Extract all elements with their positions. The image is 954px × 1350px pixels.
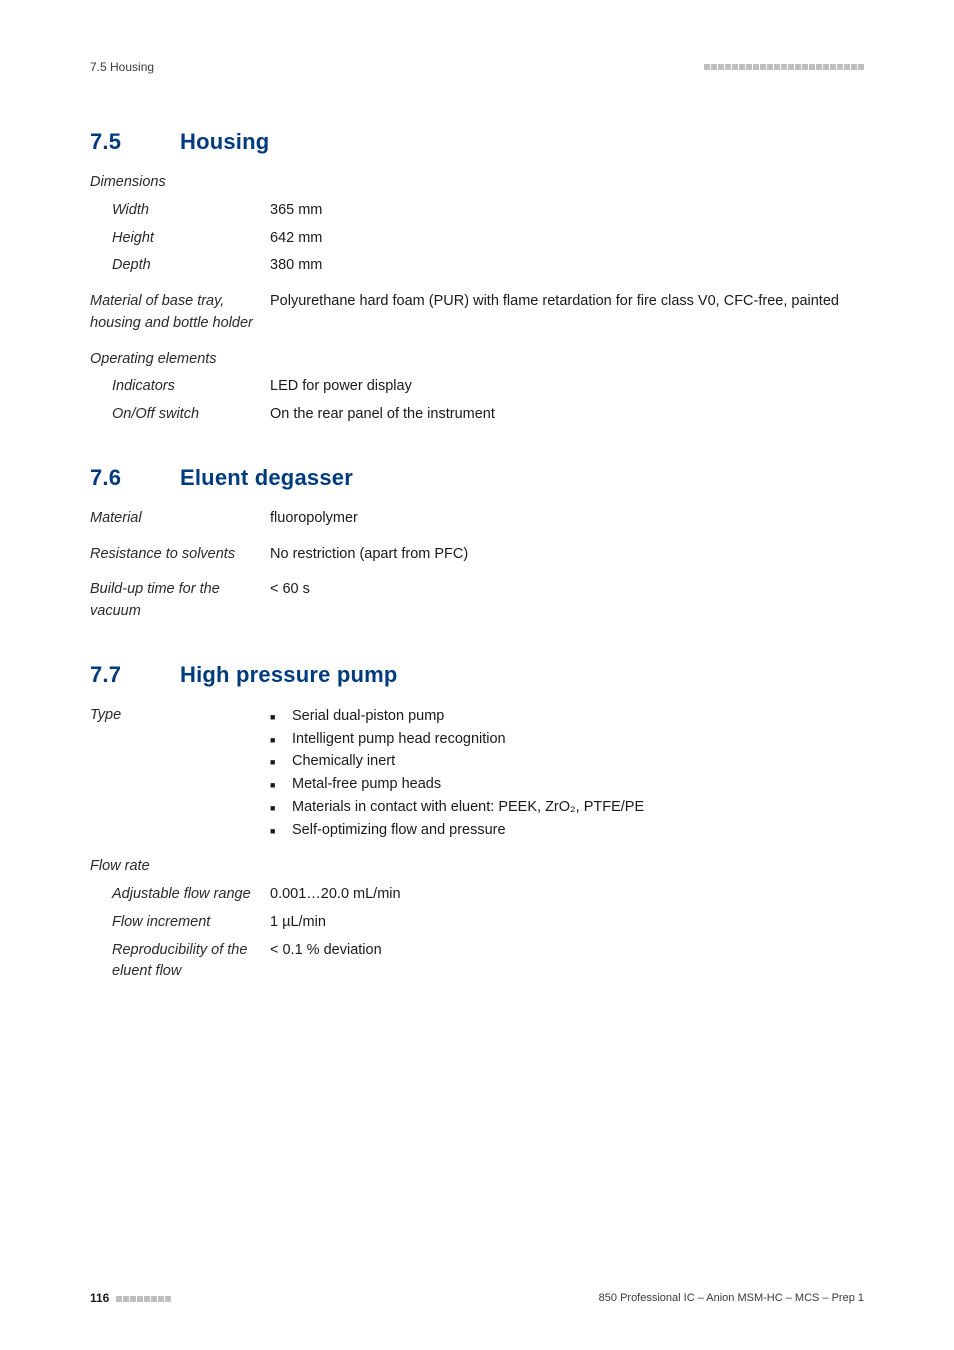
spec-row: Flow increment1 µL/min <box>90 909 864 937</box>
spec-value: On the rear panel of the instrument <box>270 404 864 426</box>
spec-value: 0.001…20.0 mL/min <box>270 884 864 906</box>
section-heading: 7.5Housing <box>90 129 864 155</box>
footer-doc-title: 850 Professional IC – Anion MSM-HC – MCS… <box>599 1292 864 1304</box>
spec-label: Type <box>90 705 270 727</box>
running-footer: 116 850 Professional IC – Anion MSM-HC –… <box>90 1291 864 1305</box>
spec-list-item: Serial dual-piston pump <box>270 706 864 728</box>
spec-row: Build-up time for the vacuum< 60 s <box>90 576 864 626</box>
spec-row: Height642 mm <box>90 225 864 253</box>
footer-page-number: 116 <box>90 1291 171 1305</box>
section-title: Eluent degasser <box>180 465 353 490</box>
spec-label: Resistance to solvents <box>90 544 270 566</box>
spec-label: Operating elements <box>90 349 270 371</box>
spec-label: Material <box>90 508 270 530</box>
spec-list-item: Self-optimizing flow and pressure <box>270 820 864 842</box>
spec-value: Polyurethane hard foam (PUR) with flame … <box>270 291 864 313</box>
spec-value: fluoropolymer <box>270 508 864 530</box>
section-number: 7.5 <box>90 129 180 155</box>
spec-label: Flow increment <box>90 912 270 934</box>
spec-section: 7.6Eluent degasserMaterialfluoropolymerR… <box>90 465 864 626</box>
spec-label: Height <box>90 228 270 250</box>
spec-label: Depth <box>90 255 270 277</box>
spec-label: Width <box>90 200 270 222</box>
spec-value: 365 mm <box>270 200 864 222</box>
spec-row: Depth380 mm <box>90 252 864 280</box>
section-number: 7.7 <box>90 662 180 688</box>
spec-row: Material of base tray, housing and bottl… <box>90 288 864 338</box>
spec-value: 642 mm <box>270 228 864 250</box>
spec-label: Build-up time for the vacuum <box>90 579 270 623</box>
spec-row: Flow rate <box>90 853 864 881</box>
spec-value: < 0.1 % deviation <box>270 940 864 962</box>
spec-value: 1 µL/min <box>270 912 864 934</box>
spec-row: Materialfluoropolymer <box>90 505 864 533</box>
spec-value: LED for power display <box>270 376 864 398</box>
spec-value: Serial dual-piston pumpIntelligent pump … <box>270 705 864 843</box>
header-section-ref: 7.5 Housing <box>90 60 154 74</box>
section-title: High pressure pump <box>180 662 398 687</box>
spec-row: Width365 mm <box>90 197 864 225</box>
spec-row: IndicatorsLED for power display <box>90 373 864 401</box>
content-body: 7.5HousingDimensionsWidth365 mmHeight642… <box>90 129 864 986</box>
section-number: 7.6 <box>90 465 180 491</box>
spec-row: On/Off switchOn the rear panel of the in… <box>90 401 864 429</box>
spec-value: No restriction (apart from PFC) <box>270 544 864 566</box>
spec-label: Adjustable flow range <box>90 884 270 906</box>
section-title: Housing <box>180 129 269 154</box>
section-heading: 7.6Eluent degasser <box>90 465 864 491</box>
spec-row: Resistance to solventsNo restriction (ap… <box>90 541 864 569</box>
spec-label: Material of base tray, housing and bottl… <box>90 291 270 335</box>
spec-label: Reproducibility of the eluent flow <box>90 940 270 984</box>
spec-list-item: Chemically inert <box>270 751 864 773</box>
spec-section: 7.7High pressure pump TypeSerial dual-pis… <box>90 662 864 986</box>
spec-row: Adjustable flow range0.001…20.0 mL/min <box>90 881 864 909</box>
spec-row: Operating elements <box>90 346 864 374</box>
header-ornament <box>703 64 864 70</box>
footer-ornament <box>115 1291 171 1305</box>
running-header: 7.5 Housing <box>90 60 864 74</box>
spec-section: 7.5HousingDimensionsWidth365 mmHeight642… <box>90 129 864 429</box>
spec-label: Indicators <box>90 376 270 398</box>
section-heading: 7.7High pressure pump <box>90 662 864 688</box>
spec-value: 380 mm <box>270 255 864 277</box>
spec-label: Flow rate <box>90 856 270 878</box>
spec-list-item: Intelligent pump head recognition <box>270 729 864 751</box>
spec-list-item: Materials in contact with eluent: PEEK, … <box>270 797 864 819</box>
spec-row: TypeSerial dual-piston pumpIntelligent p… <box>90 702 864 846</box>
spec-row: Reproducibility of the eluent flow< 0.1 … <box>90 937 864 987</box>
spec-label: Dimensions <box>90 172 270 194</box>
spec-label: On/Off switch <box>90 404 270 426</box>
spec-value: < 60 s <box>270 579 864 601</box>
spec-row: Dimensions <box>90 169 864 197</box>
spec-list-item: Metal-free pump heads <box>270 774 864 796</box>
